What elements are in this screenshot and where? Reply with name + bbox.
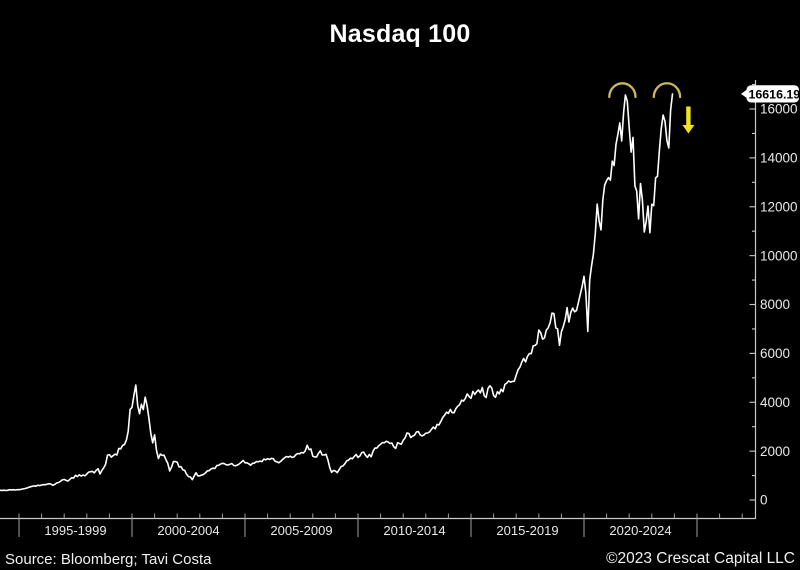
peak-cap-annotation bbox=[608, 82, 637, 99]
x-group-label: 2020-2024 bbox=[609, 523, 671, 538]
peak-cap-annotation bbox=[652, 82, 682, 99]
down-arrow-annotation bbox=[682, 106, 695, 134]
source-note: Source: Bloomberg; Tavi Costa bbox=[5, 551, 212, 568]
y-tick-label: 16000 bbox=[760, 102, 798, 117]
last-price-tag-text: 16616.19 bbox=[749, 87, 800, 101]
last-price-tag-pointer bbox=[741, 88, 748, 99]
price-line bbox=[0, 93, 674, 492]
chart-title: Nasdaq 100 bbox=[329, 20, 471, 48]
x-group-label: 2005-2009 bbox=[270, 523, 332, 538]
copyright-note: ©2023 Crescat Capital LLC bbox=[606, 550, 795, 567]
y-tick-label: 14000 bbox=[760, 151, 798, 166]
y-tick-label: 10000 bbox=[760, 248, 798, 263]
y-tick-label: 4000 bbox=[760, 395, 790, 410]
x-group-label: 2000-2004 bbox=[157, 523, 219, 538]
last-price-tag bbox=[746, 85, 799, 103]
x-group-label: 2010-2014 bbox=[383, 523, 445, 538]
x-group-label: 2015-2019 bbox=[496, 523, 558, 538]
y-tick-label: 0 bbox=[760, 493, 768, 508]
x-group-label: 1995-1999 bbox=[44, 523, 106, 538]
y-tick-label: 8000 bbox=[760, 297, 790, 312]
y-tick-label: 2000 bbox=[760, 444, 790, 459]
y-tick-label: 6000 bbox=[760, 346, 790, 361]
y-tick-label: 12000 bbox=[760, 199, 798, 214]
